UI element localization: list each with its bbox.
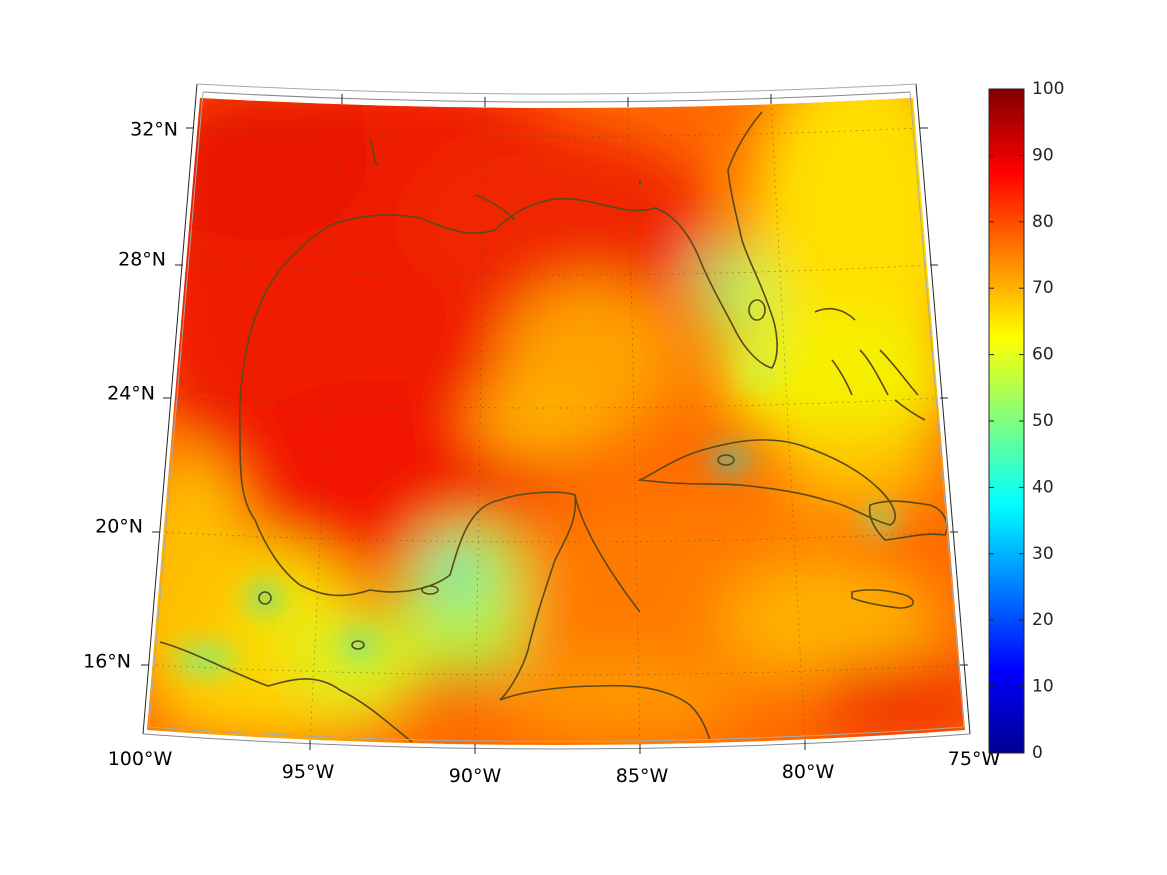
lon-label-100w: 100°W — [108, 748, 173, 770]
colorbar-tick-label: 90 — [1032, 145, 1054, 165]
gulf-coastline — [159, 111, 778, 743]
gridline-24n — [169, 397, 941, 409]
map-field — [147, 98, 965, 745]
colorbar-tick-label: 70 — [1032, 278, 1054, 298]
central-america-coastline — [499, 494, 711, 741]
tick-marks — [141, 94, 968, 754]
colorbar-tick-label: 40 — [1032, 477, 1054, 497]
lon-label-85w: 85°W — [616, 765, 669, 787]
colorbar-tick-label: 20 — [1032, 610, 1054, 630]
latitude-labels: 32°N 28°N 24°N 20°N 16°N — [83, 119, 178, 673]
hispaniola-coastline — [868, 500, 948, 541]
graticule — [149, 99, 961, 745]
colorbar-tick-label: 50 — [1032, 411, 1054, 431]
lon-label-90w: 90°W — [449, 765, 502, 787]
colorbar-ticks — [989, 88, 1024, 754]
colorbar-tick-label: 0 — [1032, 743, 1043, 763]
lat-label-20n: 20°N — [95, 516, 143, 538]
map-frame — [142, 83, 971, 750]
lon-label-80w: 80°W — [782, 761, 835, 783]
lon-label-95w: 95°W — [282, 761, 335, 783]
colorbar-ramp — [988, 88, 1025, 754]
coastlines — [159, 111, 948, 743]
bahamas-coastline — [814, 308, 926, 421]
colorbar-tick-label: 60 — [1032, 345, 1054, 365]
colorbar-tick-label: 30 — [1032, 544, 1054, 564]
lat-label-24n: 24°N — [107, 383, 155, 405]
cuba-coastline — [637, 439, 896, 526]
colorbar-tick-label: 100 — [1032, 79, 1064, 99]
field-blobs — [147, 98, 965, 745]
jamaica-coastline — [851, 589, 914, 609]
lat-label-16n: 16°N — [83, 651, 131, 673]
longitude-labels: 100°W 95°W 90°W 85°W 80°W 75°W — [108, 748, 1001, 787]
colorbar-tick-label: 80 — [1032, 212, 1054, 232]
lat-label-32n: 32°N — [130, 119, 178, 141]
lon-label-75w: 75°W — [948, 748, 1001, 770]
gridline-28n — [179, 264, 931, 276]
gridline-32n — [189, 127, 921, 137]
lat-label-28n: 28°N — [118, 249, 166, 271]
colorbar-tick-label: 10 — [1032, 677, 1054, 697]
